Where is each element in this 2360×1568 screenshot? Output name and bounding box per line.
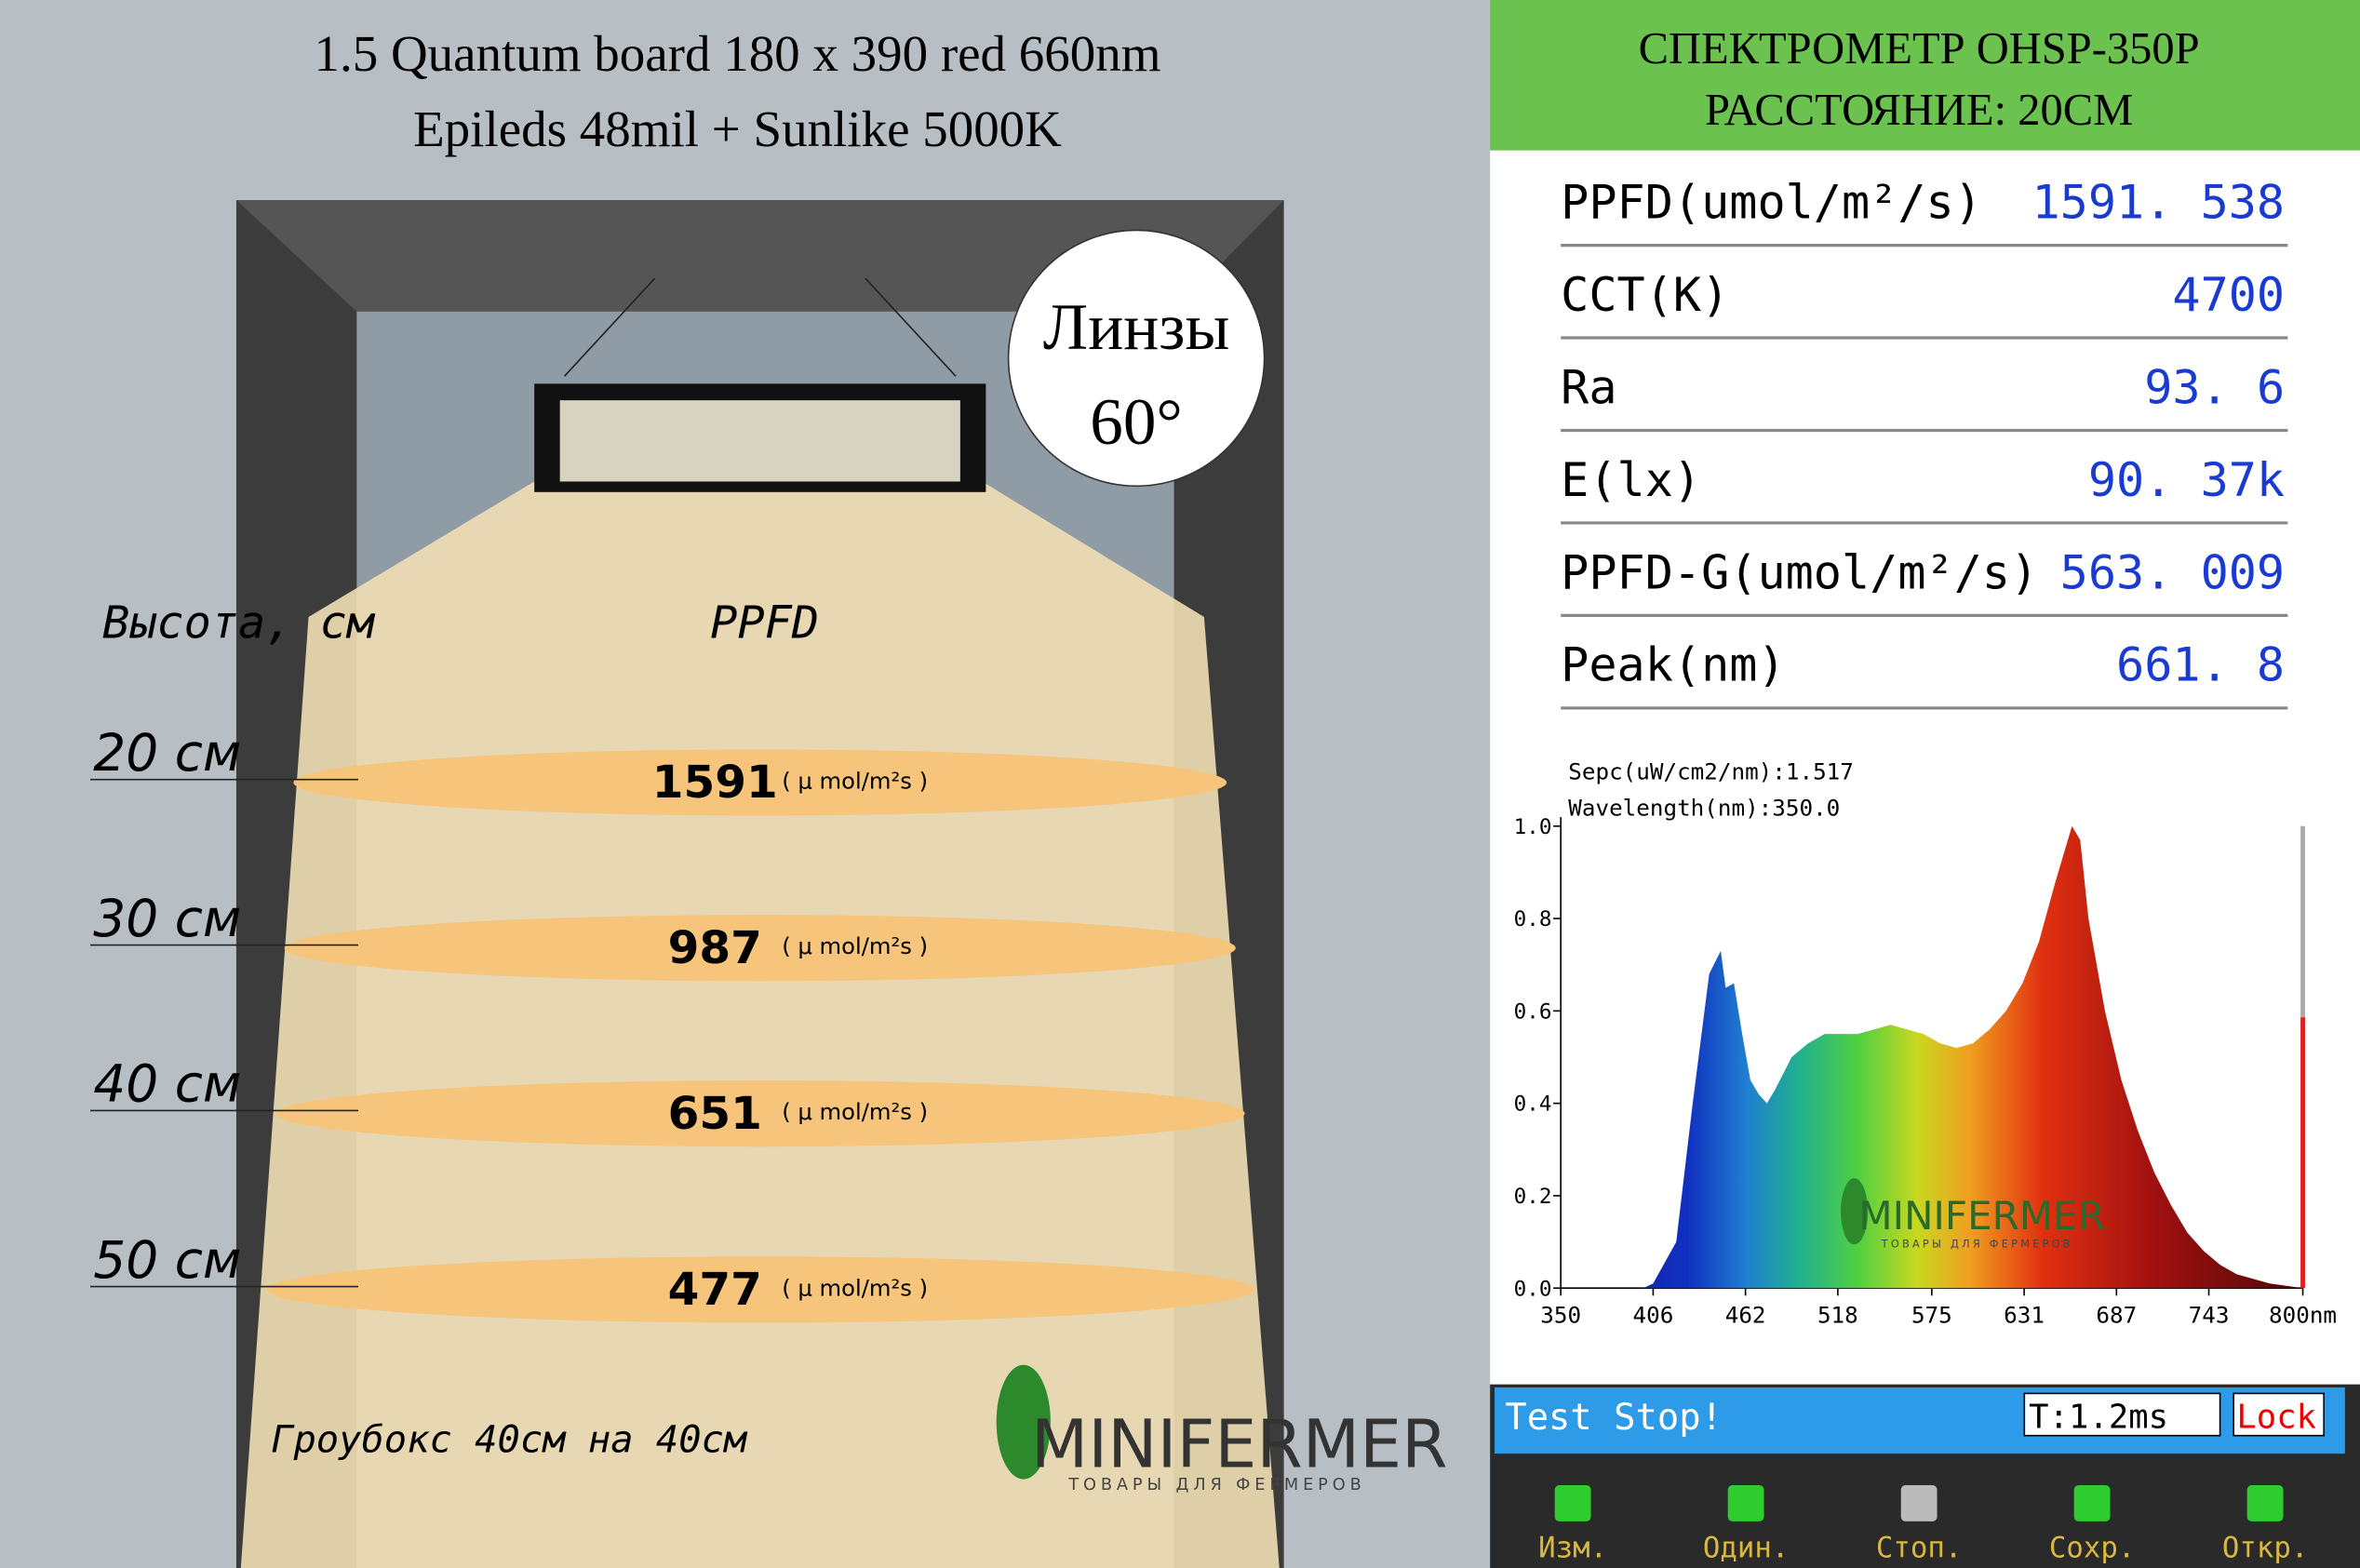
button-label[interactable]: Стоп.: [1876, 1532, 1962, 1565]
box-top: [235, 200, 1284, 312]
spectrometer-header: [1490, 0, 2360, 151]
logo-sub: ТОВАРЫ ДЛЯ ФЕРМЕРОВ: [1067, 1475, 1365, 1494]
height-label: 40 см: [93, 1054, 241, 1114]
row-label: Ra: [1561, 359, 1616, 414]
ppfd-unit: ( μ mol/m²s ): [782, 1274, 928, 1301]
button-label[interactable]: Сохр.: [2049, 1532, 2135, 1565]
button-icon[interactable]: [2246, 1485, 2284, 1521]
row-label: E(lx): [1561, 452, 1701, 507]
y-tick-label: 0.6: [1514, 999, 1552, 1024]
header: РАССТОЯНИЕ: 20СМ: [1705, 86, 2133, 135]
wire: [563, 277, 656, 377]
x-tick-label: 687: [2096, 1301, 2137, 1328]
lens-badge: [1007, 229, 1266, 488]
wire: [865, 277, 957, 377]
ppfd-value: 987: [668, 922, 762, 974]
lens-label: 60°: [1090, 386, 1183, 459]
x-tick-label: 800nm: [2269, 1301, 2337, 1328]
row-label: PPFD(umol/m²/s): [1561, 174, 1982, 229]
chart-info: Wavelength(nm):350.0: [1568, 794, 1840, 821]
x-tick-label: 631: [2004, 1301, 2045, 1328]
status: Test Stop!: [1505, 1397, 1723, 1439]
y-tick-label: 0.2: [1514, 1185, 1552, 1209]
row-value: 1591. 538: [2032, 174, 2286, 229]
row-label: Peak(nm): [1561, 637, 1785, 692]
ppfd-value: 1591: [652, 757, 778, 809]
ppfd-value: 477: [668, 1264, 762, 1316]
ppfd-ellipse: [284, 915, 1236, 982]
button-icon[interactable]: [1554, 1485, 1591, 1521]
chart-info: Sepc(uW/cm2/nm):1.517: [1568, 758, 1854, 785]
logo: MINIFERMER: [1858, 1193, 2104, 1239]
title: Epileds 48mil + Sunlike 5000K: [413, 101, 1062, 157]
x-tick-label: 462: [1725, 1301, 1766, 1328]
row-value: 93. 6: [2144, 359, 2285, 414]
header: СПЕКТРОМЕТР OHSP-350P: [1639, 24, 2200, 74]
ppfd-ellipse: [293, 749, 1227, 816]
lock[interactable]: Lock: [2236, 1399, 2316, 1437]
ppfd-ellipse: [266, 1256, 1254, 1323]
height-label: 30 см: [93, 889, 241, 948]
x-tick-label: 518: [1817, 1301, 1858, 1328]
y-tick-label: 0.0: [1514, 1277, 1552, 1301]
title: 1.5 Quantum board 180 x 390 red 660nm: [315, 25, 1161, 82]
table: PPFD(umol/m²/s) 1591. 538 CCT(K) 4700 Ra 93. …: [1561, 174, 2288, 710]
lock-box[interactable]: [2233, 1392, 2325, 1437]
ppfd-unit: ( μ mol/m²s ): [782, 1098, 928, 1125]
x-tick-label: 575: [1911, 1301, 1952, 1328]
button-icon[interactable]: [1900, 1485, 1938, 1521]
row-value: 4700: [2172, 267, 2285, 322]
y-tick-label: 1.0: [1514, 815, 1552, 839]
ppfd-unit: ( μ mol/m²s ): [782, 767, 928, 794]
ppfd-header: PPFD: [710, 597, 819, 650]
button-icon[interactable]: [2073, 1485, 2111, 1521]
time: T:1.2ms: [2029, 1399, 2168, 1437]
time-box: [2023, 1392, 2221, 1437]
ppfd-value: 651: [668, 1088, 762, 1140]
ppfd-unit: ( μ mol/m²s ): [782, 932, 928, 959]
button-label[interactable]: Изм.: [1538, 1532, 1607, 1565]
row-label: PPFD-G(umol/m²/s): [1561, 544, 2038, 599]
logo: MINIFERMER: [1031, 1406, 1448, 1483]
button-label[interactable]: Откр.: [2222, 1532, 2308, 1565]
spectrum-chart: 0.0 0.2 0.4 0.6 0.8 1.0 350 406 462 518 575 631 687 7…: [1514, 815, 2337, 1329]
ppfd-ellipse: [275, 1080, 1245, 1147]
logo-sub: ТОВАРЫ ДЛЯ ФЕРМЕРОВ: [1881, 1238, 2073, 1251]
button-icon[interactable]: [1727, 1485, 1764, 1521]
height-label: 50 см: [93, 1230, 241, 1290]
row-value: 90. 37k: [2088, 452, 2285, 507]
y-tick-label: 0.8: [1514, 907, 1552, 931]
y-tick-label: 0.4: [1514, 1092, 1552, 1117]
height-header: Высота, см: [102, 597, 376, 650]
button-label[interactable]: Один.: [1703, 1532, 1789, 1565]
lens-label: Линзы: [1043, 291, 1229, 364]
lamp-board: [559, 400, 960, 482]
spectrum-area: [1561, 825, 2303, 1289]
box-footer: Гроубокс 40см на 40см: [271, 1416, 748, 1461]
row-value: 563. 009: [2060, 544, 2285, 599]
height-label: 20 см: [93, 723, 241, 783]
x-tick-label: 743: [2189, 1301, 2230, 1328]
toolbar: Изм. Один. Стоп. Сохр. Откр.: [1538, 1485, 2308, 1565]
row-label: CCT(K): [1561, 267, 1729, 322]
x-tick-label: 406: [1633, 1301, 1674, 1328]
x-tick-label: 350: [1540, 1301, 1581, 1328]
logo-leaf: [1841, 1178, 1869, 1245]
row-value: 661. 8: [2116, 637, 2285, 692]
logo-leaf: [996, 1364, 1051, 1480]
